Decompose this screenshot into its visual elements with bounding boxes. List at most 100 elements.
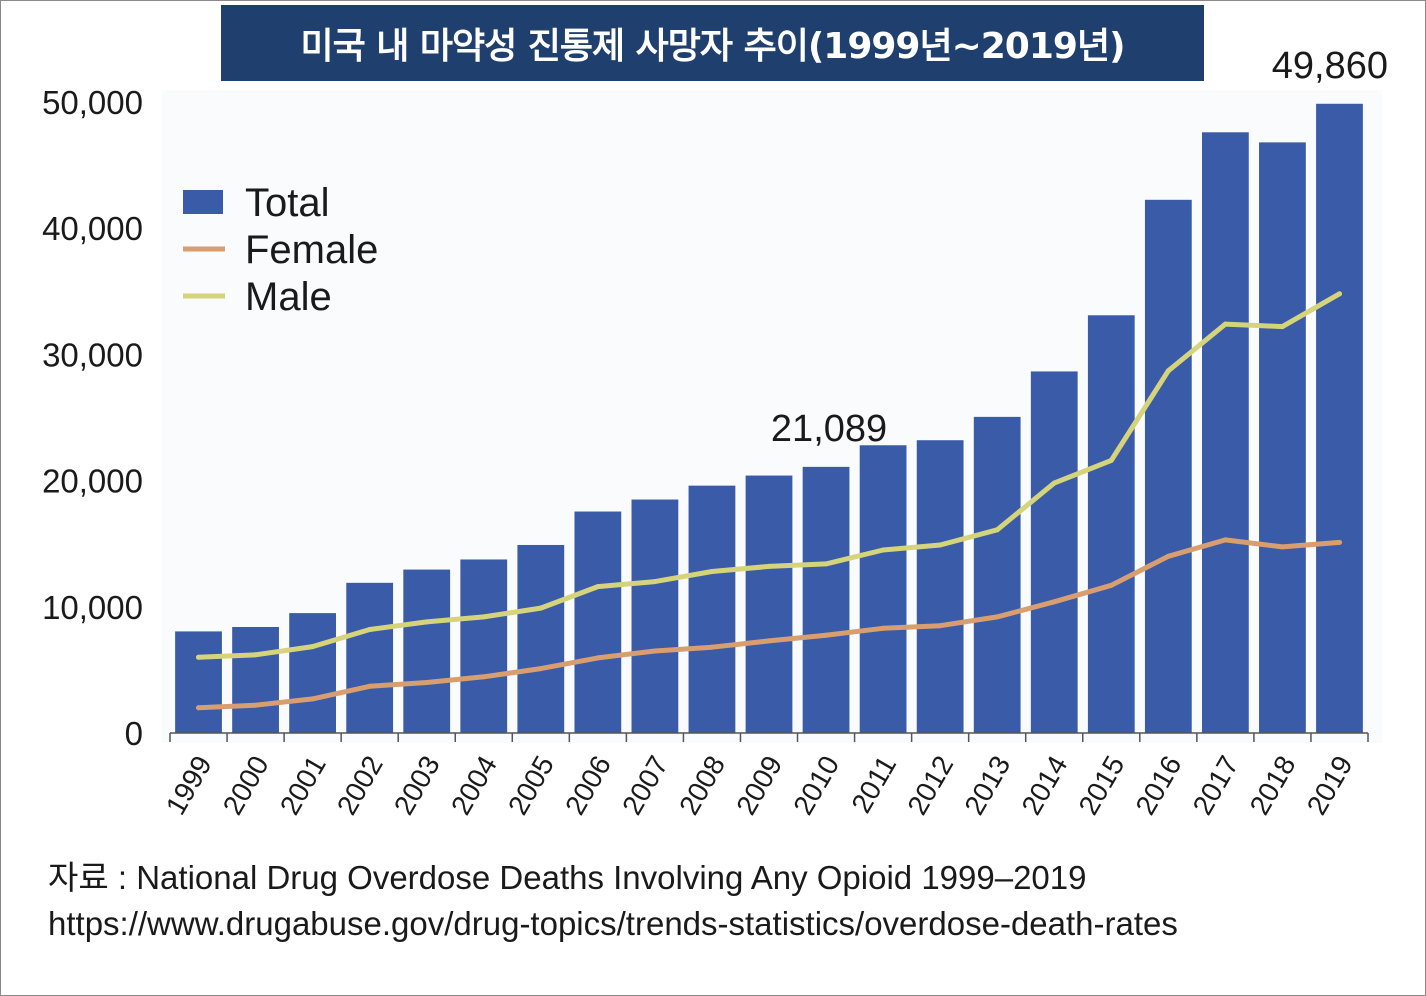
total-bar-2016 [1144,199,1192,733]
y-tick-label: 0 [125,715,143,752]
x-tick-label: 2017 [1187,751,1245,820]
female-point-2002 [367,683,373,689]
male-point-2009 [766,563,772,569]
total-bar-2017 [1201,132,1249,734]
male-point-2012 [937,542,943,548]
female-point-2005 [538,666,544,672]
total-bar-2019 [1316,103,1363,734]
male-point-2017 [1222,321,1228,327]
male-point-2015 [1108,457,1114,463]
x-tick-label: 2007 [616,751,674,820]
male-point-2018 [1279,324,1285,330]
female-point-2004 [481,674,487,680]
x-tick-label: 2018 [1244,751,1302,820]
x-tick-label: 2001 [274,751,332,820]
total-bars [175,103,1363,734]
x-axis: 1999 2000 2001 2002 2003 2004 2005 2006 2007 2008… [160,732,1369,820]
female-point-2008 [709,644,715,650]
male-point-2007 [652,579,658,585]
total-bar-2018 [1259,142,1306,733]
female-point-2009 [766,638,772,644]
total-bar-2001 [289,613,337,733]
x-tick-label: 2006 [559,751,617,820]
x-tick-label: 2002 [331,751,389,820]
female-point-2016 [1165,553,1171,559]
total-bar-2003 [403,569,451,733]
legend-label-female: Female [245,228,378,272]
source-line-2: https://www.drugabuse.gov/drug-topics/tr… [48,905,1178,942]
total-bar-2013 [973,416,1021,733]
male-point-2011 [880,547,886,553]
x-tick-label: 2003 [388,751,446,820]
y-tick-label: 10,000 [42,589,143,626]
total-bar-2002 [346,582,394,733]
total-bar-2005 [517,544,565,733]
female-point-2010 [823,632,829,638]
male-point-2014 [1051,480,1057,486]
male-point-2013 [994,527,1000,533]
chart-title: 미국 내 마약성 진통제 사망자 추이(1999년~2019년) [221,5,1204,81]
total-bar-2007 [631,499,679,733]
female-point-2014 [1051,599,1057,605]
x-tick-label: 2000 [217,751,275,820]
legend-label-total: Total [245,181,330,225]
x-tick-label: 2009 [730,751,788,820]
x-tick-label: 2011 [845,751,902,819]
chart-canvas: 0 10,000 20,000 30,000 40,000 50,000 1999 2000… [42,45,1388,820]
x-tick-label: 2015 [1072,751,1130,820]
female-point-2015 [1108,582,1114,588]
female-point-2000 [253,702,259,708]
male-point-2000 [253,652,259,658]
female-point-2018 [1279,544,1285,550]
y-tick-label: 20,000 [42,463,143,500]
data-label-2019: 49,860 [1272,45,1388,87]
female-point-1999 [196,705,202,711]
legend-label-male: Male [245,275,332,319]
male-point-2003 [424,619,430,625]
x-tick-label: 2010 [787,751,845,820]
y-tick-label: 50,000 [42,84,143,121]
female-point-2006 [595,655,601,661]
female-point-2003 [424,680,430,686]
male-point-1999 [196,654,202,660]
x-tick-label: 2008 [673,751,731,820]
y-tick-label: 30,000 [42,336,143,373]
female-point-2001 [310,696,316,702]
total-bar-2010 [802,466,850,733]
female-point-2017 [1222,537,1228,543]
data-annotations: 21,089 49,860 [771,45,1388,450]
x-tick-label: 2005 [502,751,560,820]
male-point-2006 [595,584,601,590]
x-tick-label: 2014 [1015,751,1073,820]
total-bar-2011 [859,445,907,733]
male-point-2019 [1336,291,1342,297]
source-line-1: 자료 : National Drug Overdose Deaths Invol… [48,859,1087,896]
male-point-2010 [823,561,829,567]
female-point-2012 [937,623,943,629]
male-point-2005 [538,605,544,611]
source-note: 자료 : National Drug Overdose Deaths Invol… [48,855,1388,947]
x-tick-label: 2004 [445,751,503,820]
x-tick-label: 2013 [958,750,1016,819]
legend-swatch-total [183,190,223,214]
y-axis: 0 10,000 20,000 30,000 40,000 50,000 [42,84,143,752]
male-point-2008 [709,568,715,574]
female-point-2019 [1336,539,1342,545]
data-label-2010: 21,089 [771,408,887,450]
male-point-2004 [481,614,487,620]
x-tick-label: 2012 [901,751,959,820]
total-bar-2006 [574,511,622,733]
total-bar-1999 [175,631,222,733]
series-lines [196,291,1342,711]
male-point-2001 [310,644,316,650]
female-point-2007 [652,648,658,654]
total-bar-2015 [1087,315,1135,733]
female-point-2013 [994,614,1000,620]
total-bar-2014 [1030,371,1078,733]
male-point-2016 [1165,368,1171,374]
total-bar-2008 [688,485,736,733]
female-point-2011 [880,625,886,631]
y-tick-label: 40,000 [42,210,143,247]
total-bar-2000 [232,626,279,733]
